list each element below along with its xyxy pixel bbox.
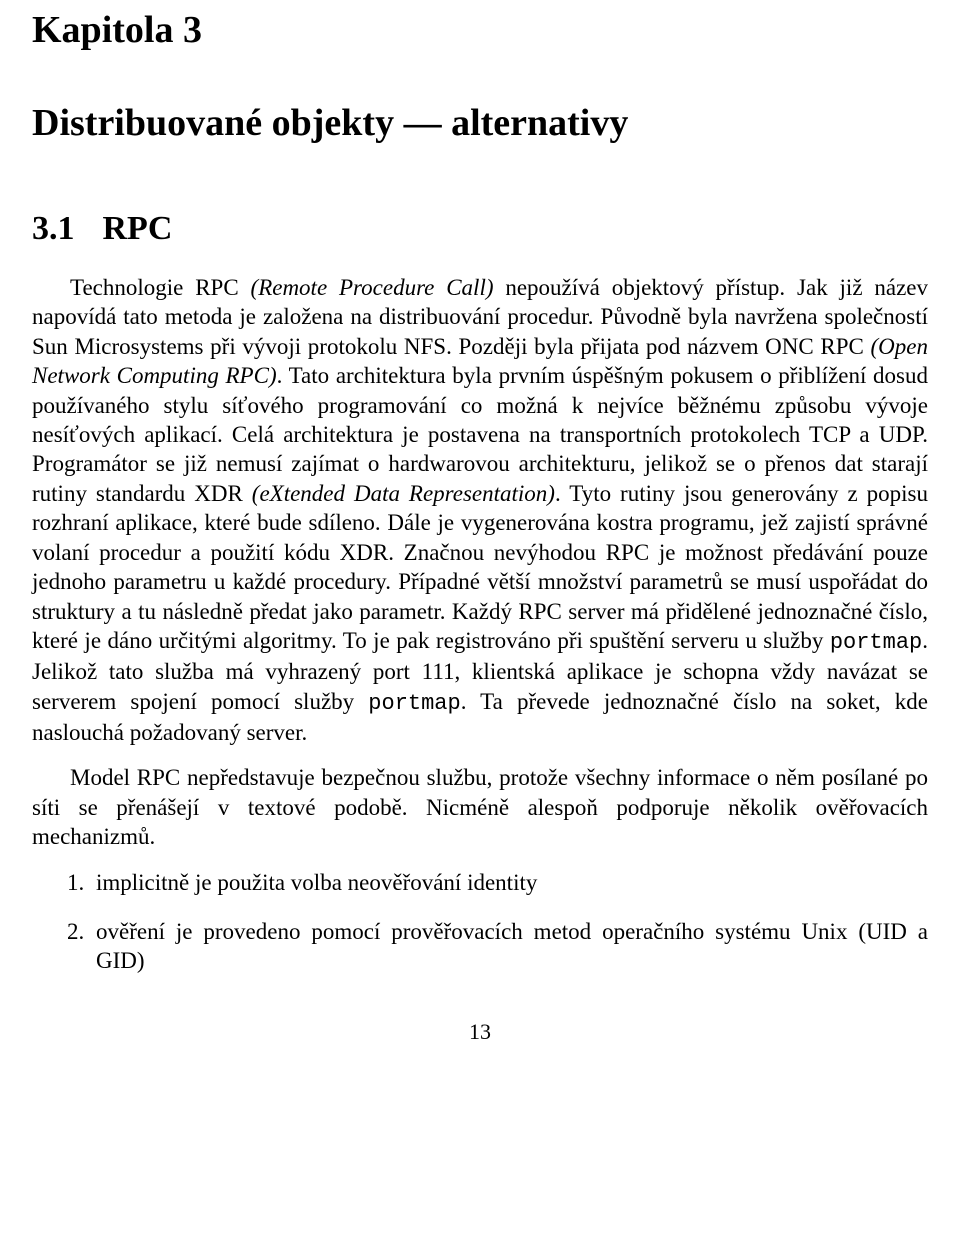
body-paragraph-2: Model RPC nepředstavuje bezpečnou službu… [32, 763, 928, 851]
section-number: 3.1 [32, 207, 75, 251]
section-title: RPC [103, 210, 173, 247]
italic-span: (eXtended Data Representation) [252, 481, 555, 506]
auth-mechanisms-list: implicitně je použita volba neověřování … [32, 868, 928, 976]
chapter-label: Kapitola 3 [32, 6, 928, 55]
list-item: implicitně je použita volba neověřování … [90, 868, 928, 897]
list-item: ověření je provedeno pomocí prověřovacíc… [90, 917, 928, 976]
code-span: portmap [830, 630, 922, 655]
section-heading: 3.1 RPC [32, 207, 928, 251]
chapter-title: Distribuované objekty — alternativy [32, 99, 928, 148]
italic-span: (Remote Procedure Call) [251, 275, 494, 300]
text-span: Technologie RPC [70, 275, 251, 300]
body-paragraph-1: Technologie RPC (Remote Procedure Call) … [32, 273, 928, 747]
code-span: portmap [368, 691, 460, 716]
page-number: 13 [32, 1018, 928, 1046]
text-span: . Tyto rutiny jsou generovány z popisu r… [32, 481, 928, 653]
